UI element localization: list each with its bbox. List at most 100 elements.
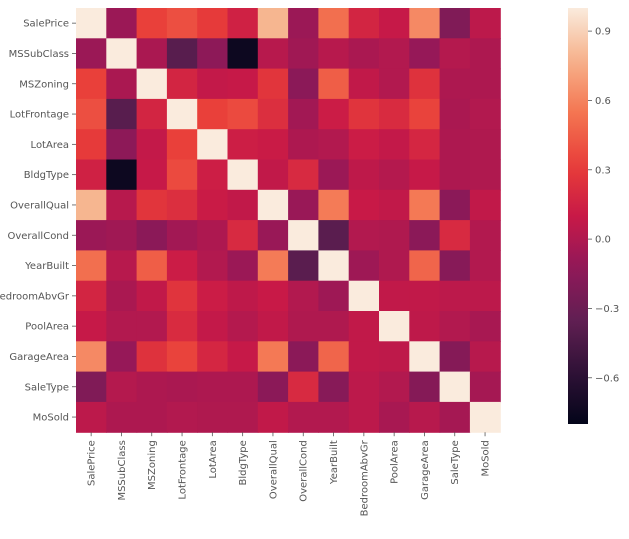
- heatmap-cell-mosold-mszoning: [136, 401, 168, 433]
- heatmap-cell-overallqual-lotarea: [197, 189, 229, 221]
- heatmap-cell-mssubclass-mosold: [469, 38, 501, 70]
- x-tick-label: OverallCond: [299, 440, 310, 502]
- x-tick-label: YearBuilt: [329, 440, 340, 485]
- heatmap-cell-garagearea-yearbuilt: [318, 341, 350, 373]
- colorbar-tick-label: −0.6: [595, 373, 619, 384]
- heatmap-cell-garagearea-lotfrontage: [166, 341, 198, 373]
- heatmap-cell-mszoning-bldgtype: [227, 68, 259, 100]
- heatmap-cell-overallcond-saleprice: [76, 220, 107, 251]
- x-tick-label: LotFrontage: [178, 440, 189, 499]
- y-tick-label: BldgType: [24, 170, 69, 181]
- heatmap-cell-saleprice-overallqual: [257, 8, 289, 39]
- heatmap-cell-mosold-mosold: [469, 401, 501, 433]
- heatmap-cell-bldgtype-garagearea: [409, 159, 441, 191]
- heatmap-cell-overallqual-bldgtype: [227, 189, 259, 221]
- heatmap-cell-mszoning-bedroomabvgr: [348, 68, 380, 100]
- heatmap-cell-saletype-mosold: [469, 371, 501, 403]
- heatmap-cell-lotfrontage-lotfrontage: [166, 98, 198, 130]
- heatmap-cell-lotarea-mszoning: [136, 129, 168, 161]
- heatmap-cell-mosold-overallqual: [257, 401, 289, 433]
- heatmap-cell-poolarea-poolarea: [379, 311, 410, 342]
- heatmap-cell-lotarea-overallcond: [288, 129, 319, 161]
- heatmap-cell-lotarea-saleprice: [76, 129, 107, 161]
- heatmap-cell-lotarea-bldgtype: [227, 129, 259, 161]
- heatmap-cell-garagearea-mosold: [469, 341, 501, 373]
- heatmap-cell-lotarea-lotarea: [197, 129, 229, 161]
- heatmap-cell-bedroomabvgr-saletype: [439, 280, 471, 312]
- heatmap-cell-poolarea-lotarea: [197, 311, 229, 342]
- heatmap-cell-lotarea-bedroomabvgr: [348, 129, 380, 161]
- heatmap-cell-overallqual-saleprice: [76, 189, 107, 221]
- y-tick-label: SalePrice: [23, 19, 69, 30]
- heatmap-cell-lotarea-lotfrontage: [166, 129, 198, 161]
- heatmap-cell-bldgtype-poolarea: [379, 159, 410, 191]
- heatmap-cell-bedroomabvgr-garagearea: [409, 280, 441, 312]
- heatmap-cell-overallqual-poolarea: [379, 189, 410, 221]
- x-tick-label: PoolArea: [390, 440, 401, 484]
- x-tick-label: GarageArea: [420, 440, 431, 500]
- heatmap-cell-yearbuilt-saletype: [439, 250, 471, 282]
- heatmap-cell-poolarea-overallqual: [257, 311, 289, 342]
- heatmap-cell-garagearea-mssubclass: [106, 341, 138, 373]
- heatmap-cell-overallcond-lotarea: [197, 220, 229, 251]
- heatmap-cell-bldgtype-mosold: [469, 159, 501, 191]
- heatmap-cell-yearbuilt-mosold: [469, 250, 501, 282]
- heatmap-cell-overallqual-yearbuilt: [318, 189, 350, 221]
- heatmap-cell-mszoning-mosold: [469, 68, 501, 100]
- colorbar: −0.6 −0.3 0.0 0.3 0.6 0.9: [568, 8, 619, 424]
- heatmap-cell-saleprice-saletype: [439, 8, 471, 39]
- colorbar-tick-label: 0.9: [595, 27, 611, 38]
- heatmap-cell-garagearea-mszoning: [136, 341, 168, 373]
- heatmap-cell-mszoning-saletype: [439, 68, 471, 100]
- heatmap-cells: [76, 8, 501, 433]
- heatmap-cell-overallqual-bedroomabvgr: [348, 189, 380, 221]
- heatmap-cell-lotfrontage-poolarea: [379, 98, 410, 130]
- heatmap-cell-bldgtype-bldgtype: [227, 159, 259, 191]
- heatmap-cell-saletype-mszoning: [136, 371, 168, 403]
- x-tick-label: OverallQual: [268, 440, 279, 499]
- heatmap-cell-poolarea-lotfrontage: [166, 311, 198, 342]
- heatmap-cell-mssubclass-poolarea: [379, 38, 410, 70]
- heatmap-cell-mssubclass-lotarea: [197, 38, 229, 70]
- heatmap-cell-yearbuilt-mszoning: [136, 250, 168, 282]
- x-axis-tick-labels: SalePrice MSSubClass MSZoning LotFrontage Lo…: [87, 432, 492, 516]
- heatmap-cell-bedroomabvgr-saleprice: [76, 280, 107, 312]
- heatmap-cell-mosold-garagearea: [409, 401, 441, 433]
- heatmap-cell-saletype-lotarea: [197, 371, 229, 403]
- heatmap-cell-bedroomabvgr-overallcond: [288, 280, 319, 312]
- heatmap-cell-yearbuilt-poolarea: [379, 250, 410, 282]
- heatmap-cell-bldgtype-yearbuilt: [318, 159, 350, 191]
- heatmap-cell-saletype-saletype: [439, 371, 471, 403]
- heatmap-cell-saletype-saleprice: [76, 371, 107, 403]
- y-tick-label: LotFrontage: [10, 110, 69, 121]
- heatmap-cell-lotarea-mosold: [469, 129, 501, 161]
- heatmap-cell-mszoning-poolarea: [379, 68, 410, 100]
- y-tick-label: SaleType: [25, 382, 69, 393]
- heatmap-cell-mosold-bedroomabvgr: [348, 401, 380, 433]
- heatmap-cell-mosold-saleprice: [76, 401, 107, 433]
- heatmap-cell-mszoning-lotfrontage: [166, 68, 198, 100]
- heatmap-cell-overallqual-overallcond: [288, 189, 319, 221]
- heatmap-cell-yearbuilt-lotarea: [197, 250, 229, 282]
- colorbar-tick-label: 0.3: [595, 165, 611, 176]
- y-tick-label: PoolArea: [25, 322, 69, 333]
- heatmap-cell-mszoning-yearbuilt: [318, 68, 350, 100]
- heatmap-cell-saleprice-lotfrontage: [166, 8, 198, 39]
- x-tick-label: BedroomAbvGr: [359, 439, 370, 516]
- heatmap-cell-saleprice-mszoning: [136, 8, 168, 39]
- heatmap-cell-overallcond-overallcond: [288, 220, 319, 251]
- y-tick-label: OverallCond: [7, 231, 69, 242]
- heatmap-cell-mosold-lotfrontage: [166, 401, 198, 433]
- heatmap-cell-garagearea-bedroomabvgr: [348, 341, 380, 373]
- y-axis-tick-labels: SalePrice MSSubClass MSZoning LotFrontage Lo…: [0, 19, 76, 424]
- heatmap-cell-saleprice-bldgtype: [227, 8, 259, 39]
- heatmap-cell-overallcond-bldgtype: [227, 220, 259, 251]
- heatmap-cell-lotfrontage-yearbuilt: [318, 98, 350, 130]
- heatmap-cell-lotarea-saletype: [439, 129, 471, 161]
- heatmap-cell-poolarea-bldgtype: [227, 311, 259, 342]
- heatmap-cell-mssubclass-mszoning: [136, 38, 168, 70]
- heatmap-cell-saletype-bedroomabvgr: [348, 371, 380, 403]
- heatmap-cell-bldgtype-saleprice: [76, 159, 107, 191]
- heatmap-cell-mssubclass-overallqual: [257, 38, 289, 70]
- heatmap-cell-mssubclass-yearbuilt: [318, 38, 350, 70]
